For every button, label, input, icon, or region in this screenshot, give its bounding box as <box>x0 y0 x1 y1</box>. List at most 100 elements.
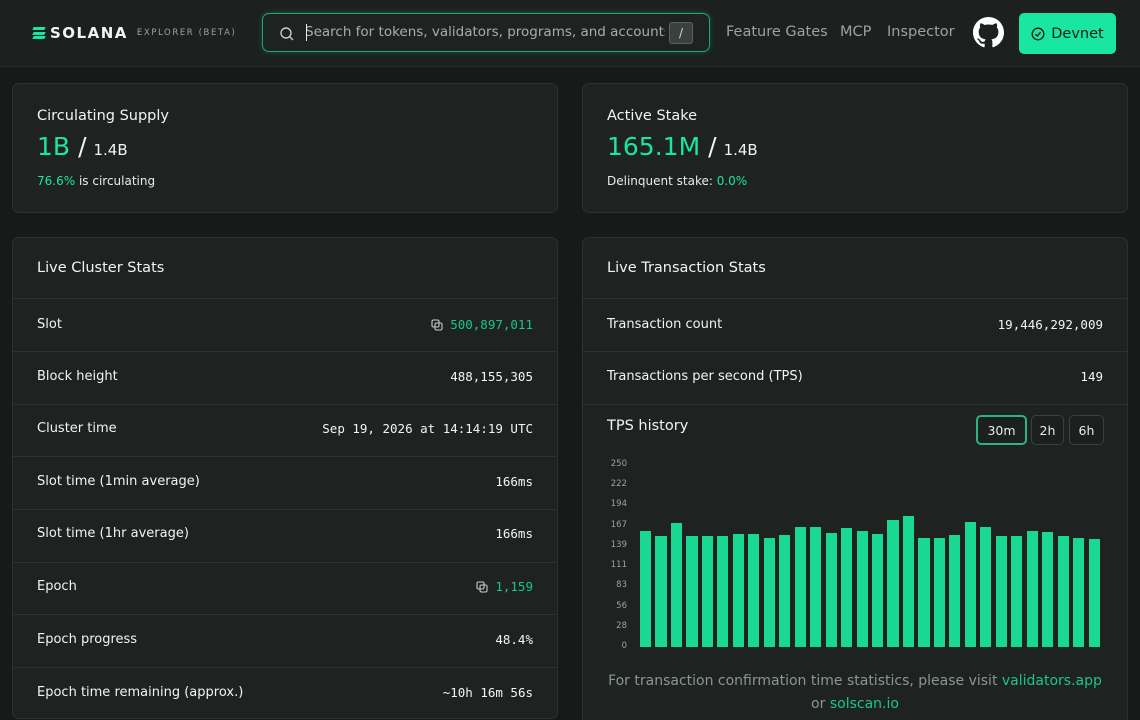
brand-subtitle: EXPLORER (BETA) <box>136 28 237 38</box>
tps-bar[interactable] <box>933 537 945 647</box>
row-label: Epoch time remaining (approx.) <box>37 685 244 700</box>
tps-bar[interactable] <box>1057 535 1069 647</box>
row-value: 19,446,292,009 <box>997 317 1103 332</box>
circulating-value: 1B <box>37 132 71 161</box>
row-value: 48.4% <box>495 632 533 647</box>
tps-bar[interactable] <box>1011 535 1023 647</box>
delinquent-label: Delinquent stake: <box>607 174 717 188</box>
active-stake-value: 165.1M <box>607 132 701 161</box>
stake-figure: 165.1M / 1.4B <box>607 132 758 161</box>
y-tick-label: 222 <box>610 479 627 490</box>
tps-bar[interactable] <box>794 526 806 647</box>
y-tick-label: 167 <box>610 519 627 530</box>
active-stake-card: Active Stake 165.1M / 1.4B Delinquent st… <box>582 83 1128 213</box>
confirmation-footnote: For transaction confirmation time statis… <box>583 670 1127 716</box>
tps-bar[interactable] <box>949 534 961 647</box>
range-30m-button[interactable]: 30m <box>976 415 1027 445</box>
tps-bar[interactable] <box>655 535 667 647</box>
stat-row-transaction-count: Transaction count 19,446,292,009 <box>583 298 1127 351</box>
nav-feature-gates[interactable]: Feature Gates <box>726 24 828 40</box>
separator: / <box>78 132 87 161</box>
row-value: 1,159 <box>495 579 533 594</box>
tps-bar[interactable] <box>980 526 992 647</box>
epoch-link[interactable]: 1,159 <box>476 579 533 594</box>
tps-bar[interactable] <box>670 523 683 647</box>
separator: / <box>708 132 717 161</box>
footnote-or: or <box>811 696 830 712</box>
tps-bar[interactable] <box>748 534 760 647</box>
nav-inspector[interactable]: Inspector <box>887 24 955 40</box>
tps-bar[interactable] <box>1073 537 1085 647</box>
solscan-link[interactable]: solscan.io <box>829 696 899 712</box>
tps-bar[interactable] <box>701 536 713 647</box>
tps-bar[interactable] <box>918 537 930 647</box>
tps-bar[interactable] <box>640 530 652 647</box>
tps-bar[interactable] <box>964 521 976 647</box>
range-2h-button[interactable]: 2h <box>1031 415 1064 445</box>
tps-history-section <box>583 404 1127 720</box>
tps-bar[interactable] <box>887 519 899 647</box>
tps-bar[interactable] <box>995 536 1007 647</box>
tps-bar[interactable] <box>841 528 853 647</box>
row-label: Slot <box>37 317 62 332</box>
copy-icon[interactable] <box>431 318 443 331</box>
validators-app-link[interactable]: validators.app <box>1001 673 1102 689</box>
stat-row-slot-time-1hr: Slot time (1hr average) 166ms <box>13 509 557 562</box>
tps-bar[interactable] <box>810 526 822 647</box>
row-value: 149 <box>1080 369 1103 384</box>
stat-row-epoch-progress: Epoch progress 48.4% <box>13 614 557 667</box>
row-value: 488,155,305 <box>450 369 533 384</box>
tps-bar[interactable] <box>717 536 729 647</box>
tps-bar[interactable] <box>1088 539 1100 647</box>
tps-bar[interactable] <box>763 537 775 647</box>
delinquent-percent: 0.0% <box>716 174 748 188</box>
row-value: 166ms <box>495 526 533 541</box>
slot-link[interactable]: 500,897,011 <box>431 317 533 332</box>
tps-bar[interactable] <box>856 530 868 647</box>
tps-bar[interactable] <box>686 536 698 647</box>
card-title: Live Transaction Stats <box>607 260 766 276</box>
stat-row-cluster-time: Cluster time Sep 19, 2026 at 14:14:19 UT… <box>13 404 557 456</box>
nav-mcp[interactable]: MCP <box>840 24 872 40</box>
circulating-suffix: is circulating <box>75 174 156 188</box>
card-title: Active Stake <box>607 108 698 124</box>
tps-bar[interactable] <box>732 534 744 647</box>
tps-bar[interactable] <box>902 515 915 647</box>
stat-row-slot-time-1min: Slot time (1min average) 166ms <box>13 456 557 509</box>
tps-bar[interactable] <box>1026 531 1038 647</box>
search-icon <box>280 27 294 41</box>
tps-bar[interactable] <box>1042 531 1054 647</box>
tps-bar[interactable] <box>825 532 837 647</box>
search-box[interactable]: / <box>262 13 710 52</box>
total-stake-value: 1.4B <box>723 141 758 159</box>
row-label: Epoch <box>37 579 77 594</box>
card-title: Circulating Supply <box>37 108 170 124</box>
cluster-select-button[interactable]: Devnet <box>1019 13 1116 54</box>
stat-row-tps: Transactions per second (TPS) 149 <box>583 351 1127 404</box>
row-value: ~10h 16m 56s <box>442 685 533 700</box>
brand-name: SOLANA <box>50 24 128 42</box>
stat-row-epoch: Epoch 1,159 <box>13 562 557 614</box>
delinquent-stake-line: Delinquent stake: 0.0% <box>607 174 747 188</box>
live-cluster-stats-card: Live Cluster Stats Slot 500,897,011 Bloc… <box>12 237 558 719</box>
row-label: Block height <box>37 369 118 384</box>
solana-mark-icon <box>32 27 46 39</box>
row-value: Sep 19, 2026 at 14:14:19 UTC <box>322 421 533 436</box>
tps-bar[interactable] <box>872 534 884 647</box>
search-shortcut-key: / <box>669 22 693 44</box>
copy-icon[interactable] <box>476 580 488 593</box>
y-tick-label: 250 <box>610 459 627 469</box>
solana-logo[interactable]: SOLANA EXPLORER (BETA) <box>32 24 237 42</box>
text-caret <box>306 24 307 41</box>
row-label: Transactions per second (TPS) <box>607 369 803 384</box>
search-input[interactable] <box>305 20 665 44</box>
check-circle-icon <box>1031 27 1045 40</box>
github-icon[interactable] <box>973 17 1004 48</box>
y-tick-label: 139 <box>610 539 627 550</box>
y-tick-label: 83 <box>616 580 627 591</box>
tps-bar[interactable] <box>779 534 791 647</box>
footnote-text: For transaction confirmation time statis… <box>608 673 1002 689</box>
range-6h-button[interactable]: 6h <box>1069 415 1104 445</box>
live-transaction-stats-card: Live Transaction Stats Transaction count… <box>582 237 1128 720</box>
row-label: Slot time (1min average) <box>37 474 200 489</box>
